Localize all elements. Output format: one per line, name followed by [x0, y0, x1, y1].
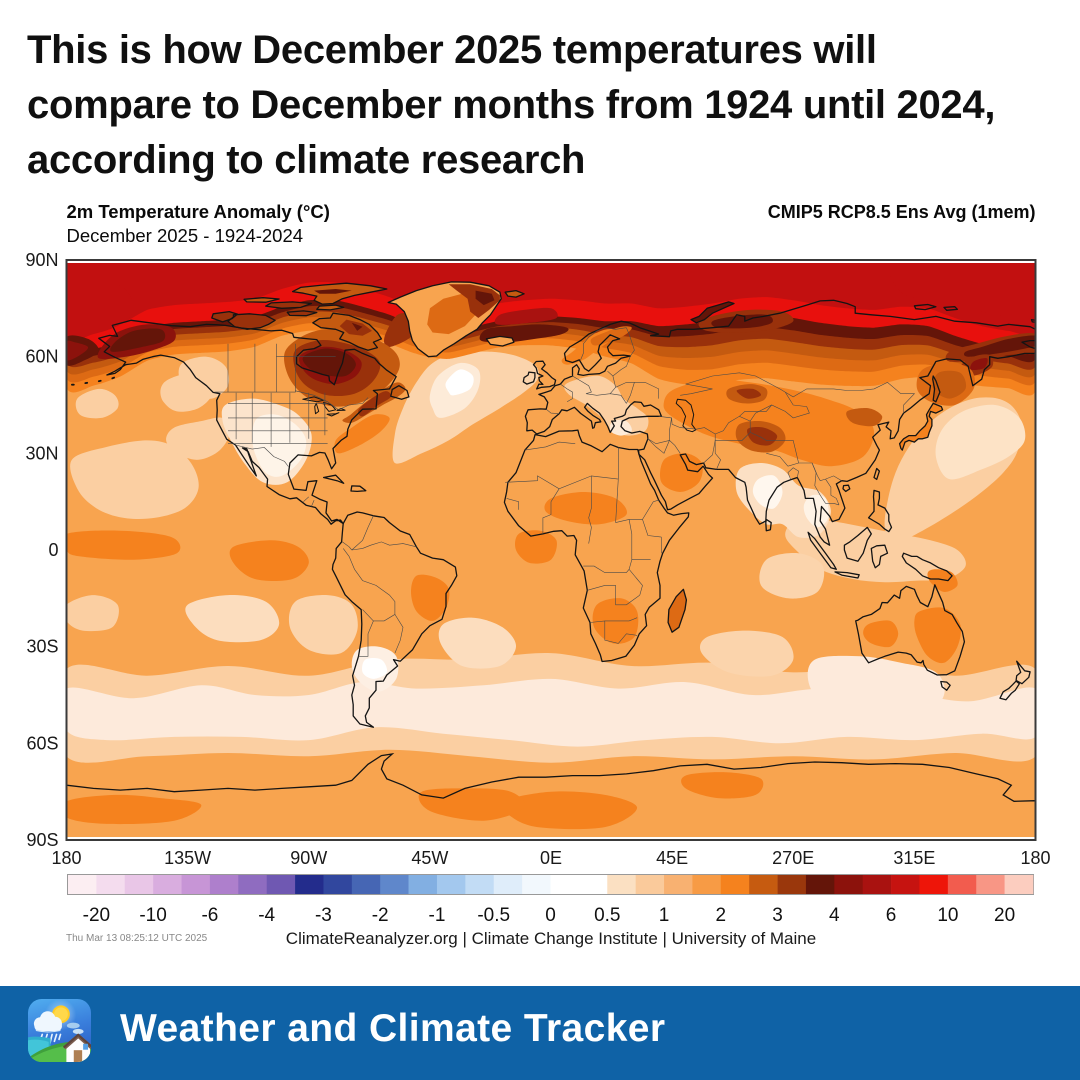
svg-text:180: 180 [51, 848, 81, 868]
svg-text:December 2025 - 1924-2024: December 2025 - 1924-2024 [67, 225, 304, 246]
svg-text:0: 0 [545, 905, 556, 926]
svg-text:90W: 90W [290, 848, 327, 868]
svg-text:60N: 60N [25, 347, 58, 367]
svg-text:0.5: 0.5 [594, 905, 620, 926]
svg-text:30S: 30S [26, 637, 58, 657]
svg-text:135W: 135W [164, 848, 211, 868]
svg-text:-4: -4 [258, 905, 275, 926]
svg-text:315E: 315E [893, 848, 935, 868]
svg-text:-1: -1 [429, 905, 446, 926]
svg-text:2m Temperature Anomaly (°C): 2m Temperature Anomaly (°C) [67, 201, 330, 222]
svg-text:ClimateReanalyzer.org | Climat: ClimateReanalyzer.org | Climate Change I… [286, 929, 816, 948]
svg-text:CMIP5 RCP8.5 Ens Avg (1mem): CMIP5 RCP8.5 Ens Avg (1mem) [768, 202, 1036, 222]
svg-text:0: 0 [48, 540, 58, 560]
svg-text:1: 1 [659, 905, 670, 926]
svg-text:-2: -2 [372, 905, 389, 926]
svg-text:-3: -3 [315, 905, 332, 926]
svg-text:45E: 45E [656, 848, 688, 868]
svg-text:-10: -10 [139, 905, 166, 926]
svg-text:20: 20 [994, 905, 1015, 926]
svg-text:-0.5: -0.5 [477, 905, 510, 926]
svg-text:0E: 0E [540, 848, 562, 868]
svg-text:10: 10 [937, 905, 958, 926]
svg-text:4: 4 [829, 905, 840, 926]
svg-text:2: 2 [716, 905, 727, 926]
svg-text:45W: 45W [411, 848, 448, 868]
svg-text:180: 180 [1020, 848, 1050, 868]
svg-text:90S: 90S [26, 830, 58, 850]
svg-text:6: 6 [886, 905, 897, 926]
svg-text:-20: -20 [83, 905, 110, 926]
svg-text:-6: -6 [201, 905, 218, 926]
svg-text:3: 3 [772, 905, 783, 926]
svg-text:60S: 60S [26, 733, 58, 753]
svg-text:30N: 30N [25, 443, 58, 463]
svg-text:Thu Mar 13 08:25:12 UTC 2025: Thu Mar 13 08:25:12 UTC 2025 [66, 933, 208, 944]
svg-text:90N: 90N [25, 250, 58, 270]
svg-text:270E: 270E [772, 848, 814, 868]
